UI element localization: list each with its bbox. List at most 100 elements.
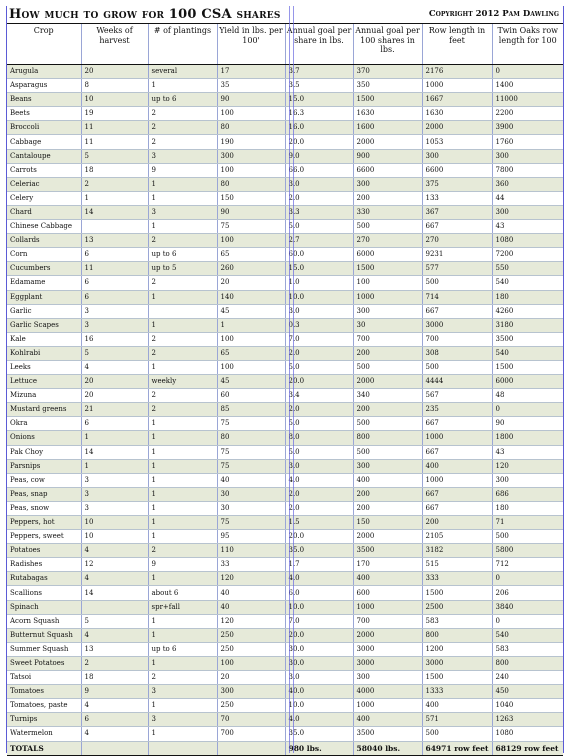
table-cell: 1.5	[284, 515, 353, 531]
table-cell: 2.0	[284, 402, 353, 418]
table-cell: 180	[491, 501, 563, 517]
table-cell: 500	[352, 360, 422, 376]
table-cell: 65	[216, 247, 285, 263]
table-cell: 700	[216, 726, 285, 742]
crop-name-cell: Pak Choy	[7, 445, 81, 460]
table-cell: 1500	[421, 585, 492, 601]
table-cell: 150	[216, 191, 285, 206]
table-cell: 30.0	[284, 656, 353, 672]
table-cell: 1000	[421, 430, 492, 446]
table-cell: 333	[421, 571, 492, 587]
totals-cell	[147, 740, 217, 756]
table-cell: 667	[421, 219, 492, 235]
crop-name-cell: Cantaloupe	[7, 149, 81, 164]
crop-name-cell: Cabbage	[7, 134, 81, 150]
table-cell: 500	[491, 529, 563, 545]
table-cell: 500	[352, 219, 422, 235]
table-cell: up to 6	[147, 642, 217, 657]
table-cell: 2000	[352, 628, 422, 643]
table-row: Arugula 20 several 17 3.7 370 2176 0	[7, 64, 563, 80]
table-cell: 667	[421, 445, 492, 460]
table-cell: 35	[216, 78, 285, 94]
table-cell: 30	[352, 318, 422, 333]
table-cell: 75	[216, 445, 285, 460]
table-cell: 540	[491, 628, 563, 643]
table-row: Sweet Potatoes 2 1 100 30.0 3000 3000 800	[7, 656, 563, 672]
table-cell: 3	[80, 501, 148, 517]
crop-name-cell: Turnips	[7, 712, 81, 728]
table-row: Lettuce 20 weekly 45 20.0 2000 4444 6000	[7, 374, 563, 390]
table-cell: 75	[216, 219, 285, 235]
table-row: Carrots 18 9 100 66.0 6600 6600 7800	[7, 163, 563, 178]
table-cell: 3	[80, 487, 148, 502]
table-cell: 2105	[421, 529, 492, 545]
column-guide-line	[293, 6, 294, 753]
table-row: Butternut Squash 4 1 250 20.0 2000 800 540	[7, 628, 563, 643]
table-row: Rutabagas 4 1 120 4.0 400 333 0	[7, 571, 563, 587]
crop-name-cell: Butternut Squash	[7, 628, 81, 643]
crop-name-cell: Rutabagas	[7, 571, 81, 587]
table-cell: 120	[216, 571, 285, 587]
table-cell: 9	[147, 163, 217, 178]
table-cell: 2	[147, 332, 217, 347]
crop-name-cell: Chinese Cabbage	[7, 219, 81, 235]
table-cell: about 6	[147, 585, 217, 601]
table-cell: 1080	[491, 726, 563, 742]
crop-name-cell: Peas, snap	[7, 487, 81, 502]
table-cell: 11000	[491, 92, 563, 108]
table-cell: 16	[80, 332, 148, 347]
table-cell: 100	[216, 360, 285, 376]
table-row: Chard 14 3 90 3.3 330 367 300	[7, 205, 563, 221]
table-cell: 2	[147, 388, 217, 404]
table-cell: 1	[147, 529, 217, 545]
table-row: Mizuna 20 2 60 3.4 340 567 48	[7, 388, 563, 404]
table-cell: 2000	[352, 529, 422, 545]
table-cell: 667	[421, 487, 492, 502]
table-cell: 1.0	[284, 275, 353, 291]
table-cell: 1	[147, 515, 217, 531]
table-cell: 10.0	[284, 698, 353, 714]
table-cell: 0	[491, 571, 563, 587]
table-cell: 35.0	[284, 726, 353, 742]
table-cell: 1	[147, 656, 217, 672]
table-cell: 260	[216, 261, 285, 277]
table-cell: 3	[147, 712, 217, 728]
table-cell: 4	[80, 698, 148, 714]
table-cell: 40.0	[284, 684, 353, 700]
table-cell: 577	[421, 261, 492, 277]
table-row: Onions 1 1 80 8.0 800 1000 1800	[7, 430, 563, 446]
crop-name-cell: Mustard greens	[7, 402, 81, 418]
crop-name-cell: Tatsoi	[7, 670, 81, 686]
table-cell: 3	[80, 318, 148, 333]
table-cell: 43	[491, 219, 563, 235]
table-cell: 10.0	[284, 600, 353, 615]
table-cell: 567	[421, 388, 492, 404]
table-row: Cucumbers 11 up to 5 260 15.0 1500 577 550	[7, 261, 563, 277]
table-cell: 40	[216, 585, 285, 601]
crop-name-cell: Tomatoes	[7, 684, 81, 700]
table-cell: 571	[421, 712, 492, 728]
table-cell: 400	[352, 712, 422, 728]
table-cell: 10.0	[284, 290, 353, 305]
crop-name-cell: Edamame	[7, 275, 81, 291]
table-cell: 6000	[352, 247, 422, 263]
table-cell: 100	[352, 275, 422, 291]
table-cell: 14	[80, 445, 148, 460]
table-cell: 600	[352, 585, 422, 601]
table-cell: 1	[147, 177, 217, 192]
table-cell: 45	[216, 304, 285, 319]
table-cell: up to 5	[147, 261, 217, 277]
table-cell: 400	[352, 473, 422, 488]
table-cell: 100	[216, 106, 285, 122]
table-cell: 714	[421, 290, 492, 305]
table-cell: 5.0	[284, 445, 353, 460]
table-cell: 3500	[352, 543, 422, 559]
crop-name-cell: Acorn Squash	[7, 614, 81, 629]
crop-name-cell: Beans	[7, 92, 81, 108]
table-cell: 10	[80, 529, 148, 545]
table-row: Leeks 4 1 100 5.0 500 500 1500	[7, 360, 563, 376]
table-cell: 300	[216, 684, 285, 700]
table-cell: 1040	[491, 698, 563, 714]
table-cell: 2	[147, 670, 217, 686]
column-header: Weeks of harvest	[80, 23, 148, 65]
